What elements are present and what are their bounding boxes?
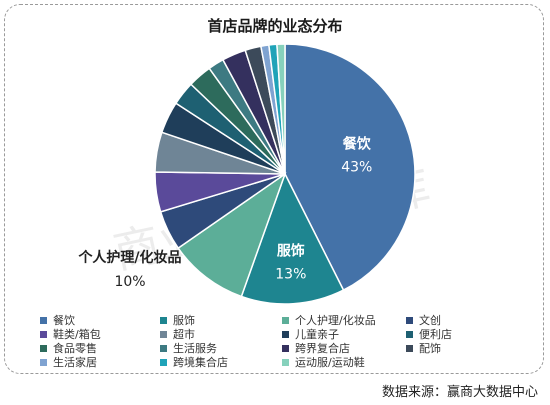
legend-label: 服饰 xyxy=(173,314,195,327)
legend-label: 文创 xyxy=(419,314,441,327)
legend-item: 便利店 xyxy=(406,328,516,341)
legend-item: 个人护理/化妆品 xyxy=(282,314,406,327)
legend-swatch xyxy=(40,331,47,338)
legend-label: 生活家居 xyxy=(53,356,97,369)
legend-label: 食品零售 xyxy=(53,342,97,355)
legend-swatch xyxy=(40,345,47,352)
legend-item: 生活家居 xyxy=(40,356,160,369)
legend-label: 配饰 xyxy=(419,342,441,355)
chart-title: 首店品牌的业态分布 xyxy=(207,17,343,35)
legend-swatch xyxy=(282,331,289,338)
legend-item: 食品零售 xyxy=(40,342,160,355)
legend-item: 跨境集合店 xyxy=(160,356,282,369)
legend-item: 儿童亲子 xyxy=(282,328,406,341)
legend-swatch xyxy=(282,317,289,324)
legend-item: 服饰 xyxy=(160,314,282,327)
legend-swatch xyxy=(160,317,167,324)
slice-label-name: 餐饮 xyxy=(342,135,372,152)
slice-label-value: 13% xyxy=(275,266,306,282)
legend-swatch xyxy=(282,345,289,352)
legend-label: 运动服/运动鞋 xyxy=(295,356,365,369)
legend-label: 跨境集合店 xyxy=(173,356,228,369)
pie-slice xyxy=(240,172,345,305)
chart-legend: 餐饮 服饰 个人护理/化妆品 文创鞋类/箱包 超市 儿童亲子 便利店食品零售 生活服务 跨界复合… xyxy=(40,314,520,369)
legend-item: 运动服/运动鞋 xyxy=(282,356,406,369)
legend-swatch xyxy=(406,331,413,338)
legend-swatch xyxy=(406,317,413,324)
legend-label: 便利店 xyxy=(419,328,452,341)
legend-label: 生活服务 xyxy=(173,342,217,355)
legend-swatch xyxy=(160,345,167,352)
legend-label: 餐饮 xyxy=(53,314,75,327)
slice-label-name: 个人护理/化妆品 xyxy=(77,249,181,266)
data-source-note: 数据来源：赢商大数据中心 xyxy=(381,385,538,400)
pie-slice xyxy=(276,43,286,175)
pie-slice xyxy=(284,43,416,292)
slice-label-name: 服饰 xyxy=(277,242,305,259)
legend-item: 鞋类/箱包 xyxy=(40,328,160,341)
legend-label: 跨界复合店 xyxy=(295,342,350,355)
chart-frame xyxy=(4,4,544,374)
legend-label: 鞋类/箱包 xyxy=(53,328,101,341)
slice-label-value: 10% xyxy=(114,274,145,290)
pie-slice xyxy=(177,172,287,298)
legend-swatch xyxy=(282,359,289,366)
legend-label: 超市 xyxy=(173,328,195,341)
legend-label: 个人护理/化妆品 xyxy=(295,314,376,327)
legend-item: 跨界复合店 xyxy=(282,342,406,355)
legend-swatch xyxy=(40,359,47,366)
legend-swatch xyxy=(406,345,413,352)
legend-label: 儿童亲子 xyxy=(295,328,339,341)
legend-item: 餐饮 xyxy=(40,314,160,327)
legend-swatch xyxy=(160,331,167,338)
legend-swatch xyxy=(40,317,47,324)
legend-item: 生活服务 xyxy=(160,342,282,355)
legend-swatch xyxy=(160,359,167,366)
legend-item: 文创 xyxy=(406,314,516,327)
legend-item: 配饰 xyxy=(406,342,516,355)
slice-label-value: 43% xyxy=(341,159,372,175)
legend-item: 超市 xyxy=(160,328,282,341)
